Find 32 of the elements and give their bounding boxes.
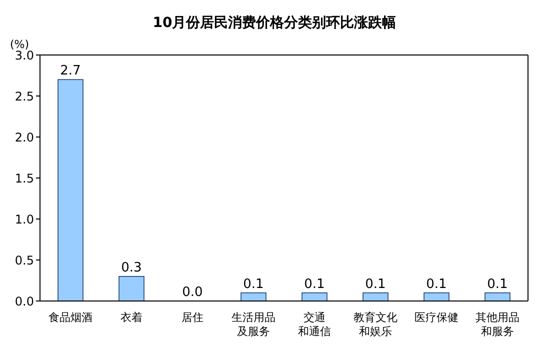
y-tick-label: 2.5 — [14, 89, 34, 104]
chart-title: 10月份居民消费价格分类别环比涨跌幅 — [152, 14, 398, 32]
bar — [484, 292, 510, 301]
bar — [362, 292, 388, 301]
data-label: 0.1 — [304, 276, 325, 292]
data-label: 0.3 — [121, 260, 142, 276]
data-label: 2.7 — [60, 64, 81, 79]
x-tick-label: 居住 — [182, 311, 204, 324]
y-tick-label: 1.0 — [14, 212, 34, 226]
y-tick-label: 0.0 — [14, 294, 34, 308]
bar — [302, 292, 328, 301]
y-axis-title: (%) — [10, 38, 30, 51]
x-tick-label: 食品烟酒 — [48, 311, 92, 324]
y-tick-label: 3.0 — [14, 48, 34, 62]
x-tick-label: 医疗保健 — [414, 311, 458, 324]
data-label: 0.1 — [243, 276, 264, 292]
bar — [240, 292, 266, 301]
y-tick-label: 0.5 — [14, 253, 34, 268]
data-label: 0.0 — [182, 285, 203, 300]
x-tick-label: 其他用品和服务 — [476, 311, 520, 338]
data-label: 0.1 — [426, 276, 447, 292]
x-tick-label: 衣着 — [120, 311, 142, 324]
x-tick-label: 交通和通信 — [298, 311, 331, 338]
data-label: 0.1 — [487, 276, 508, 292]
x-tick-label: 生活用品及服务 — [232, 311, 276, 338]
bar — [58, 79, 84, 301]
y-tick-label: 1.5 — [14, 171, 34, 186]
bar — [424, 292, 450, 301]
data-label: 0.1 — [365, 276, 386, 292]
x-tick-label: 教育文化和娱乐 — [354, 311, 398, 338]
bar — [118, 276, 144, 301]
y-tick-label: 2.0 — [14, 130, 34, 144]
